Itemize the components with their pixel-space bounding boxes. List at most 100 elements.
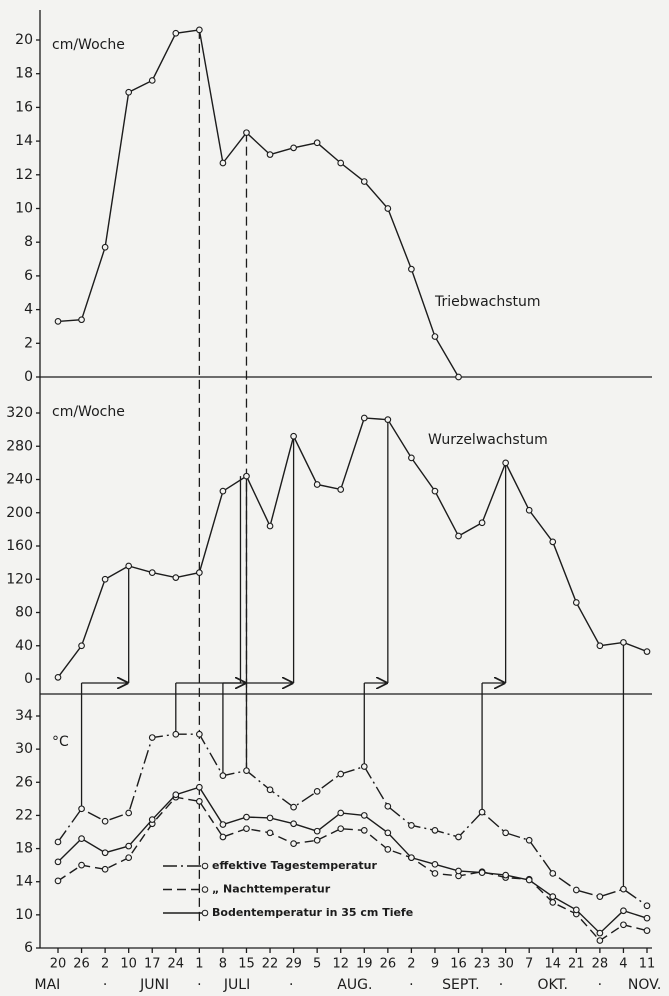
data-point [431,826,439,834]
data-point [620,907,627,915]
y-tick-label: 20 [15,32,33,48]
y-tick-label: 16 [15,99,33,115]
data-point [360,763,368,770]
legend-label: „ Nachttemperatur [212,883,331,896]
data-point [596,893,604,900]
data-point [596,642,604,650]
data-point [78,642,85,650]
data-point [431,870,439,877]
x-tick-label: 19 [356,957,373,972]
data-point [525,836,533,844]
data-point [620,885,627,893]
month-label: SEPT. [442,977,480,993]
data-point [196,26,203,34]
series-line [57,786,648,935]
month-label: MAI [34,977,60,993]
data-point [337,809,345,817]
data-point [478,519,486,527]
x-tick-label: 10 [120,957,137,972]
y-tick-label: 18 [15,841,33,857]
data-point [337,159,345,167]
data-point [101,243,109,251]
data-point [266,829,274,837]
data-point [455,373,462,381]
data-point [125,854,133,862]
data-point [384,829,392,837]
data-point [243,767,250,775]
month-label: NOV. [628,977,661,993]
month-label: · [499,977,503,993]
data-point [78,861,85,869]
x-tick-label: 9 [431,957,439,972]
x-tick-label: 17 [144,957,161,972]
data-point [54,877,62,885]
data-point [620,921,627,929]
data-point [78,316,85,324]
y-tick-label: 14 [15,874,33,890]
y-tick-label: 200 [6,505,33,521]
data-point [337,825,345,833]
data-point [125,809,133,817]
data-point [148,77,156,84]
data-point [502,871,509,879]
x-tick-label: 30 [497,957,514,972]
x-tick-label: 23 [474,957,491,972]
x-tick-label: 11 [639,957,656,972]
x-tick-label: 8 [219,957,227,972]
data-point [125,842,133,850]
y-tick-label: 120 [6,571,33,587]
data-point [478,869,486,876]
x-tick-label: 1 [195,957,203,972]
series-line [57,733,648,907]
month-label: AUG. [337,977,372,993]
data-point [101,817,109,825]
y-tick-label: 10 [15,907,33,923]
y-tick-label: 40 [15,638,33,654]
series-label: Wurzelwachstum [428,432,548,448]
x-tick-label: 29 [285,957,302,972]
data-point [431,860,439,868]
legend-marker [201,909,209,917]
x-tick-label: 26 [73,957,90,972]
x-tick-label: 16 [450,957,467,972]
y-tick-label: 6 [24,940,33,956]
data-point [431,487,439,495]
data-point [78,835,85,842]
data-point [172,730,180,738]
data-point [643,902,651,910]
data-point [549,899,557,906]
data-point [78,805,85,813]
month-label: OKT. [538,977,568,993]
data-point [596,929,604,937]
data-point [196,797,203,805]
month-label: · [598,977,602,993]
x-tick-label: 21 [568,957,585,972]
data-point [643,914,651,922]
data-point [455,833,462,841]
data-point [502,829,509,837]
data-point [337,486,345,493]
data-point [54,318,62,325]
y-tick-label: 2 [24,335,33,351]
data-point [431,333,439,340]
data-point [148,569,156,576]
data-point [408,854,415,862]
data-point [313,139,321,147]
unit-label: °C [52,734,69,750]
y-tick-label: 6 [24,268,33,284]
data-point [148,816,156,823]
data-point [172,29,180,37]
x-tick-label: 5 [313,957,321,972]
data-point [313,836,321,844]
series-line [57,417,648,678]
y-tick-label: 12 [15,167,33,183]
data-point [455,867,462,875]
data-point [360,414,368,422]
y-tick-label: 160 [6,538,33,554]
data-point [525,876,533,884]
data-point [384,802,392,810]
data-point [243,813,250,821]
month-label: · [197,977,201,993]
data-point [101,575,109,583]
data-point [360,812,368,819]
